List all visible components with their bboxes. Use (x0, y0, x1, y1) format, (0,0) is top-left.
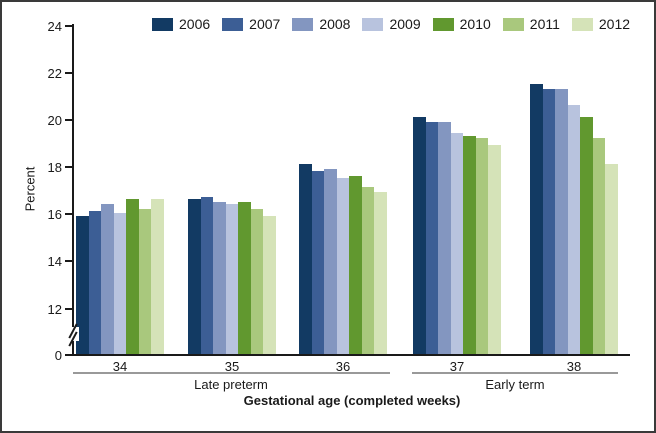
bar-2009-week36 (336, 178, 350, 354)
y-axis-line (72, 24, 74, 356)
bar-2010-week37 (463, 135, 476, 354)
legend-item-2012: 2012 (571, 16, 631, 32)
bar-2006-week37 (413, 116, 426, 354)
x-tick-label-week-34: 34 (112, 359, 128, 374)
bar-2010-week38 (580, 116, 593, 354)
y-tick (65, 119, 73, 122)
legend-label: 2006 (179, 16, 211, 32)
legend-item-2010: 2010 (432, 16, 491, 32)
legend-label: 2010 (459, 16, 491, 32)
bar-2011-week36 (361, 187, 375, 354)
x-axis-title: Gestational age (completed weeks) (243, 393, 461, 408)
bar-2011-week35 (250, 208, 264, 354)
y-tick (65, 307, 73, 310)
bar-2007-week34 (88, 210, 102, 354)
bar-2008-week38 (555, 88, 568, 354)
y-tick-label: 20 (47, 113, 62, 129)
y-tick-label: 22 (47, 66, 62, 82)
legend-item-2008: 2008 (292, 16, 350, 32)
bar-2008-week35 (213, 201, 226, 354)
bar-2010-week36 (349, 175, 362, 354)
y-tick (65, 166, 73, 169)
y-tick (65, 72, 73, 75)
bar-2007-week35 (200, 196, 214, 354)
x-tick-label-week-38: 38 (566, 359, 582, 374)
bar-2007-week38 (542, 88, 556, 354)
x-axis-line (72, 354, 630, 356)
bar-2009-week34 (113, 213, 127, 354)
legend-item-2006: 2006 (152, 16, 210, 32)
legend-label: 2008 (319, 16, 351, 32)
x-tick-label-week-36: 36 (335, 359, 351, 374)
y-tick-label: 18 (47, 160, 62, 176)
legend-swatch-2011 (502, 17, 524, 31)
bar-2012-week38 (605, 163, 618, 354)
early-term-label: Early term (485, 377, 545, 392)
bar-2006-week35 (188, 199, 201, 354)
bar-2008-week36 (324, 168, 337, 354)
bar-2012-week37 (488, 145, 501, 354)
legend-label: 2012 (598, 16, 631, 32)
legend-swatch-2010 (432, 17, 454, 31)
bar-2007-week36 (311, 170, 325, 354)
y-tick-label: 0 (54, 348, 62, 363)
bar-2012-week35 (263, 215, 276, 354)
y-tick (65, 213, 73, 216)
bar-2008-week34 (101, 203, 114, 354)
y-tick-label: 24 (47, 19, 62, 35)
bar-2010-week34 (126, 199, 139, 354)
chart-legend: 2006 2007 2008 2009 2010 2011 2012 (152, 16, 642, 32)
bar-2007-week37 (425, 121, 439, 354)
y-tick (65, 354, 73, 356)
bar-2006-week36 (299, 163, 312, 354)
late-preterm-underline (73, 372, 390, 374)
bar-2010-week35 (238, 201, 251, 354)
bar-2009-week38 (567, 105, 581, 354)
legend-swatch-2012 (571, 17, 593, 31)
y-tick (65, 25, 73, 28)
x-tick-label-week-37: 37 (449, 359, 465, 374)
bar-2006-week38 (530, 83, 543, 354)
y-tick-label: 16 (47, 207, 62, 223)
legend-label: 2009 (389, 16, 421, 32)
y-tick-label: 14 (47, 254, 62, 270)
bar-2011-week34 (138, 208, 152, 354)
legend-item-2007: 2007 (222, 16, 280, 32)
y-tick-label: 12 (47, 301, 62, 317)
bar-2008-week37 (438, 121, 451, 354)
bar-2009-week37 (450, 133, 464, 354)
legend-swatch-2006 (152, 17, 173, 31)
bar-2011-week37 (475, 138, 489, 354)
legend-swatch-2008 (292, 17, 314, 31)
bar-2009-week35 (225, 203, 239, 354)
legend-swatch-2009 (362, 17, 384, 31)
early-term-underline (412, 372, 618, 374)
legend-swatch-2007 (222, 17, 244, 31)
legend-label: 2011 (529, 16, 560, 32)
y-tick (65, 260, 73, 263)
bar-2006-week34 (76, 215, 89, 354)
x-tick-label-week-35: 35 (224, 359, 240, 374)
late-preterm-label: Late preterm (194, 377, 268, 392)
bar-2011-week38 (592, 138, 606, 354)
bar-2012-week36 (374, 192, 387, 354)
legend-item-2009: 2009 (362, 16, 421, 32)
bar-2012-week34 (151, 199, 164, 354)
legend-item-2011: 2011 (502, 16, 560, 32)
legend-label: 2007 (249, 16, 281, 32)
